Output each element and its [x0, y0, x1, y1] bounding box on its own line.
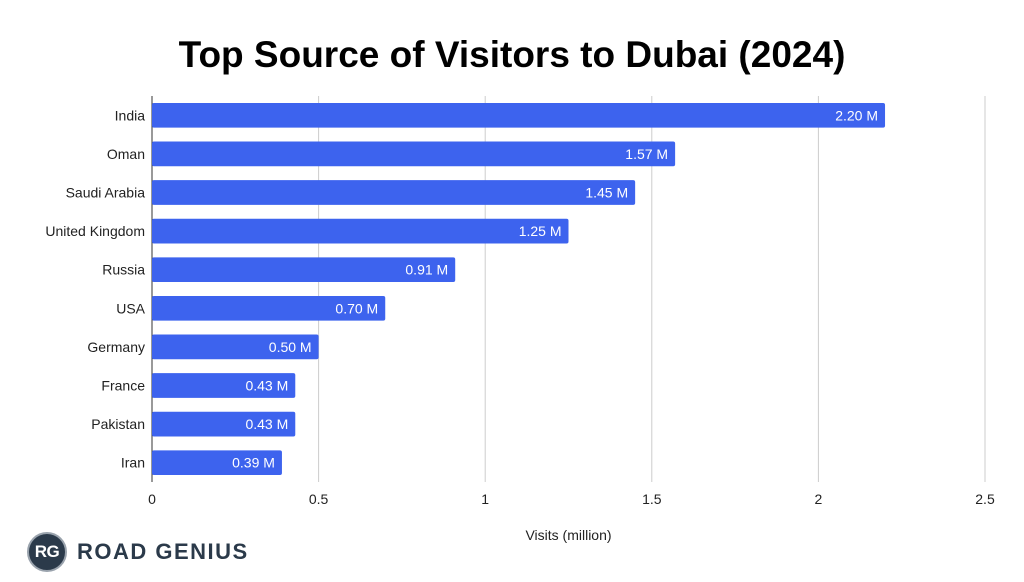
bar	[152, 102, 886, 128]
category-label: Oman	[107, 146, 145, 162]
bar-data-label: 0.43 M	[245, 416, 288, 432]
category-label: Saudi Arabia	[66, 185, 146, 201]
brand-name: ROAD GENIUS	[77, 539, 249, 564]
bar	[152, 218, 569, 244]
bar-data-label: 0.50 M	[269, 339, 312, 355]
category-label: Iran	[121, 455, 145, 471]
x-tick-label: 0.5	[309, 491, 329, 507]
bar-data-label: 0.39 M	[232, 455, 275, 471]
bar	[152, 257, 456, 283]
bar	[152, 411, 296, 437]
brand-badge-text: RG	[34, 542, 60, 561]
category-label: United Kingdom	[45, 223, 145, 239]
category-label: Pakistan	[91, 416, 145, 432]
bar-data-label: 0.70 M	[335, 300, 378, 316]
x-tick-label: 2.5	[975, 491, 995, 507]
category-label: Russia	[102, 262, 145, 278]
x-axis-label: Visits (million)	[525, 527, 612, 543]
chart-title: Top Source of Visitors to Dubai (2024)	[178, 34, 846, 75]
brand-logo: RG ROAD GENIUS	[27, 530, 249, 574]
brand-badge-icon: RG	[27, 532, 67, 572]
bar-data-label: 2.20 M	[835, 107, 878, 123]
category-label: France	[101, 378, 145, 394]
bar-data-label: 0.91 M	[405, 262, 448, 278]
x-tick-label: 1.5	[642, 491, 662, 507]
category-label: Germany	[87, 339, 145, 355]
bar-data-label: 1.45 M	[585, 185, 628, 201]
x-tick-label: 2	[815, 491, 823, 507]
bars: 2.20 M 1.57 M 1.45 M 1.25 M 0.91 M 0.70 M 0.50…	[152, 102, 886, 476]
bar	[152, 141, 676, 167]
bar-data-label: 1.25 M	[519, 223, 562, 239]
x-tick-label: 0	[148, 491, 156, 507]
x-tick-label: 1	[481, 491, 489, 507]
bar	[152, 295, 386, 321]
bar	[152, 373, 296, 398]
bar-data-label: 1.57 M	[625, 146, 668, 162]
bar	[152, 334, 319, 360]
category-labels: India Oman Saudi Arabia United Kingdom Russi…	[45, 107, 145, 470]
bar-data-label: 0.43 M	[245, 378, 288, 394]
bar	[152, 450, 282, 476]
bar	[152, 180, 636, 205]
x-tick-labels: 0 0.5 1 1.5 2 2.5	[148, 491, 995, 507]
category-label: India	[115, 107, 146, 123]
category-label: USA	[116, 300, 145, 316]
